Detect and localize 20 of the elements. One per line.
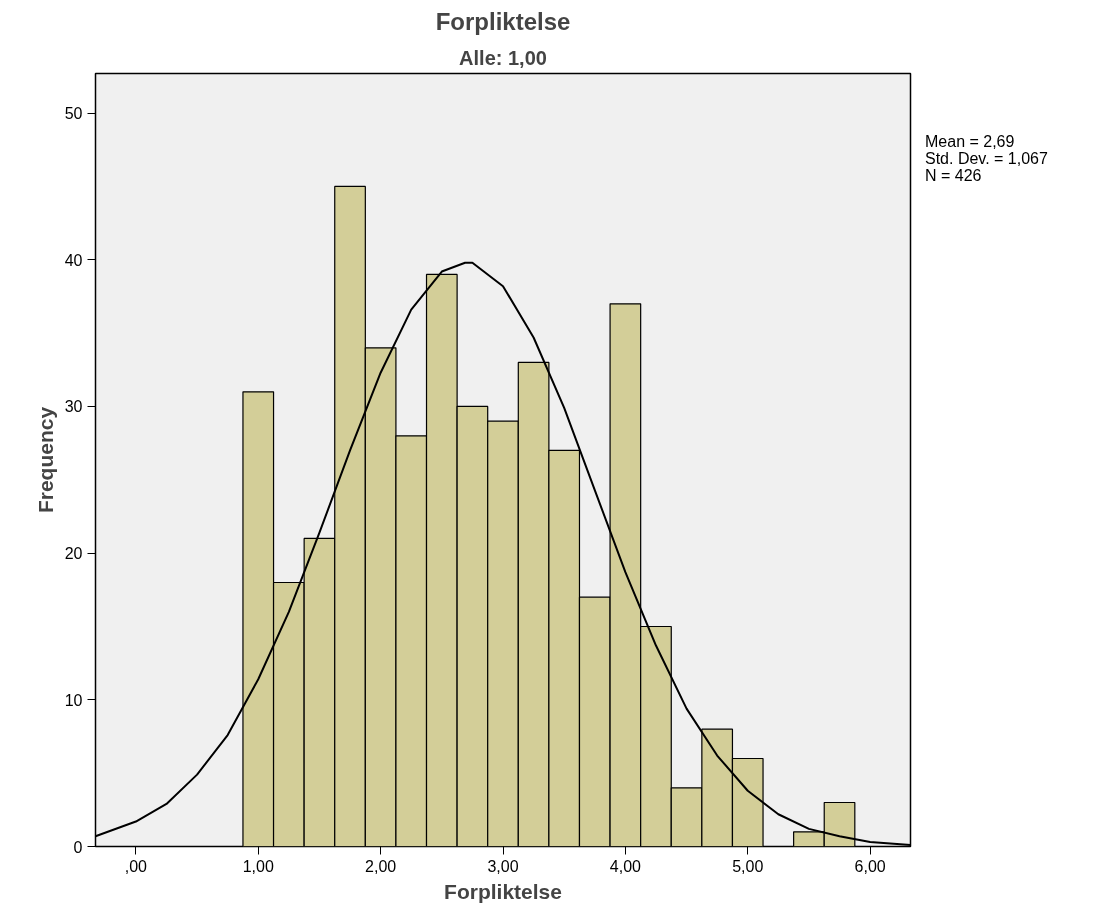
x-tick-label: 3,00 bbox=[487, 857, 519, 875]
x-tick-label: 1,00 bbox=[242, 857, 274, 875]
y-tick-label: 20 bbox=[64, 545, 83, 563]
x-tick-label: 2,00 bbox=[365, 857, 397, 875]
text: Mean = 2,69 bbox=[925, 133, 1015, 150]
text: N = 426 bbox=[925, 167, 982, 184]
y-tick-label: 30 bbox=[64, 398, 83, 416]
chart-subtitle: Alle: 1,00 bbox=[459, 46, 547, 69]
y-tick-label: 0 bbox=[73, 838, 83, 856]
text: Std. Dev. = 1,067 bbox=[925, 150, 1048, 167]
x-tick-label: ,00 bbox=[124, 857, 148, 875]
x-tick-label: 4,00 bbox=[609, 857, 642, 875]
y-axis-title: Frequency bbox=[33, 406, 57, 514]
y-tick-label: 10 bbox=[64, 691, 83, 709]
x-tick-label: 6,00 bbox=[854, 857, 886, 875]
x-axis-title: Forpliktelse bbox=[444, 879, 562, 903]
y-tick-label: 50 bbox=[64, 105, 83, 123]
x-tick-label: 5,00 bbox=[732, 857, 764, 875]
y-tick-label: 40 bbox=[64, 251, 83, 269]
chart-title: Forpliktelse bbox=[435, 7, 571, 35]
